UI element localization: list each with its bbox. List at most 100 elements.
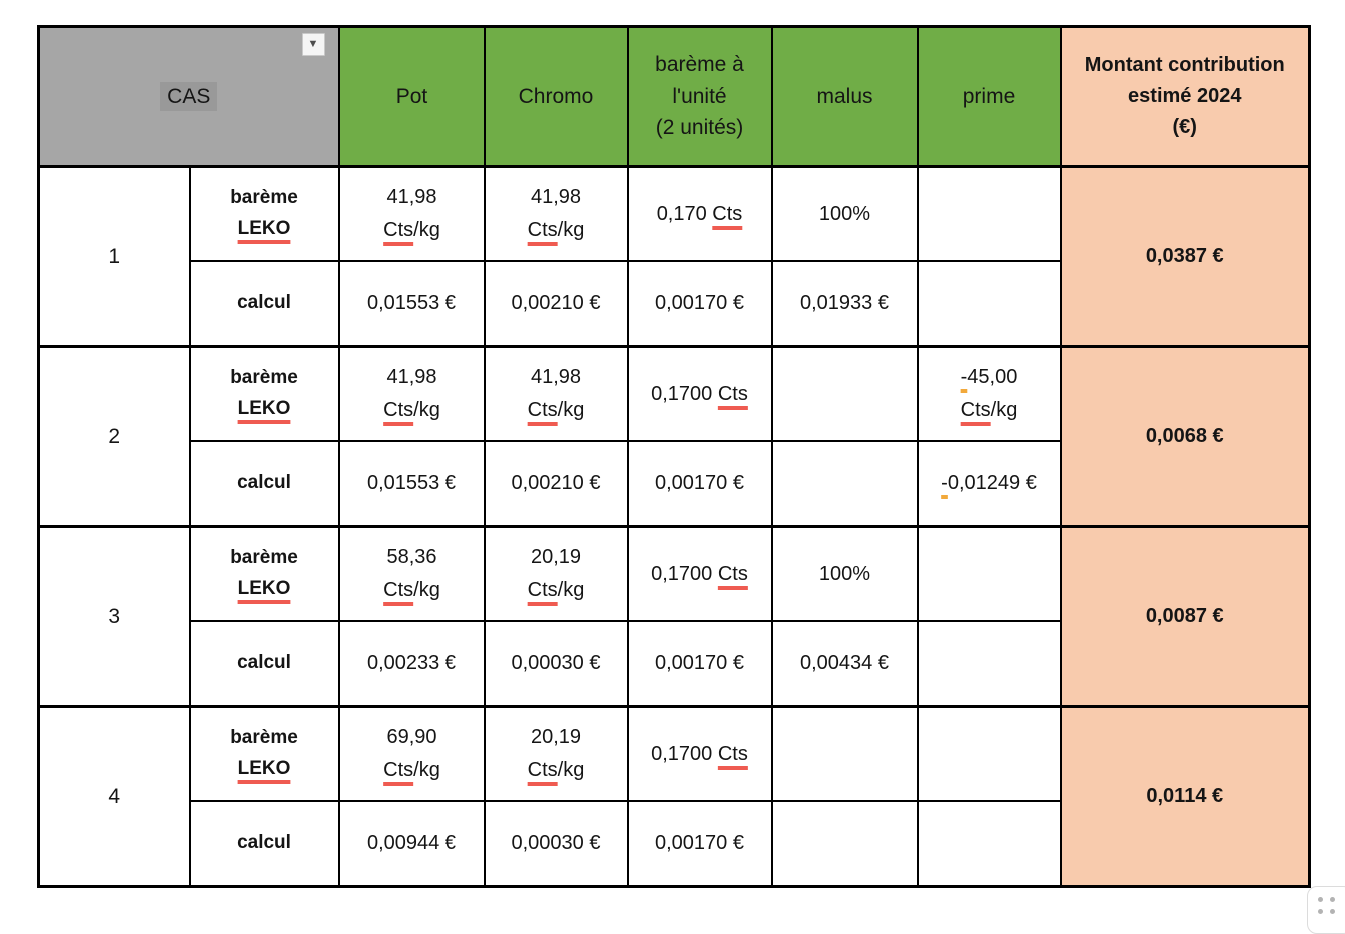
unit-underlined: Cts: [712, 202, 743, 225]
unit-underlined: Cts: [527, 758, 558, 781]
header-row: CAS ▼ Pot Chromo barème à l'unité (2 uni…: [37, 25, 1311, 168]
leko-label: LEKO: [237, 397, 291, 419]
case3-bareme-chromo: 20,19 Cts/kg: [483, 525, 629, 622]
unit-underlined: Cts: [383, 398, 414, 421]
case1-bareme-prime: [916, 165, 1062, 262]
value-line: 41,98: [386, 186, 437, 209]
row-label-calcul: calcul: [188, 439, 340, 528]
case4-calcul-chromo: 0,00030 €: [483, 799, 629, 888]
cas-label: CAS: [160, 81, 218, 111]
value-line: 20,19: [530, 726, 582, 749]
case1-calcul-row: calcul 0,01553 € 0,00210 € 0,00170 € 0,0…: [39, 259, 1310, 348]
value-pre: 0,1700: [651, 562, 718, 585]
row-label-calcul: calcul: [188, 259, 340, 348]
bareme-label: barème: [230, 366, 298, 388]
value-pre: 0,170: [656, 202, 713, 225]
case4-calcul-prime: [916, 799, 1062, 888]
case2-calcul-pot: 0,01553 €: [337, 439, 486, 528]
case-number: 3: [37, 525, 191, 708]
table-handle-button[interactable]: [1307, 886, 1345, 934]
value-pre: 0,1700: [651, 382, 718, 405]
case3-bareme-row: 3 barème LEKO 58,36 Cts/kg 20,19 Cts/kg …: [37, 525, 1311, 708]
unit-rest: /kg: [413, 398, 440, 421]
dots-grid-icon: [1318, 897, 1345, 914]
row-label-bareme-leko: barème LEKO: [188, 165, 340, 262]
unit-underlined: Cts: [527, 398, 558, 421]
contribution-table: CAS ▼ Pot Chromo barème à l'unité (2 uni…: [37, 25, 1311, 888]
case1-bareme-pot: 41,98 Cts/kg: [337, 165, 486, 262]
unit-underlined: Cts: [717, 382, 748, 405]
row-label-calcul: calcul: [188, 619, 340, 708]
case3-bareme-prime: [916, 525, 1062, 622]
unit-rest: /kg: [557, 758, 585, 781]
bareme-label: barème: [230, 546, 298, 568]
negative-sign-underlined: -: [960, 366, 968, 389]
unit-rest: /kg: [413, 578, 440, 601]
value-line: 20,19: [530, 546, 582, 569]
case1-bareme-row: 1 barème LEKO 41,98 Cts/kg 41,98 Cts/kg …: [37, 165, 1311, 348]
case3-calcul-chromo: 0,00030 €: [483, 619, 629, 708]
unit-rest: /kg: [413, 218, 440, 241]
case2-bareme-pot: 41,98 Cts/kg: [337, 345, 486, 442]
value-line: 41,98: [530, 366, 582, 389]
case2-calcul-prime: -0,01249 €: [916, 439, 1062, 528]
value-line: 41,98: [386, 366, 437, 389]
bareme-label: barème: [230, 186, 298, 208]
unit-underlined: Cts: [527, 578, 558, 601]
value-line: 45,00: [967, 366, 1018, 389]
case4-bareme-unite: 0,1700 Cts: [626, 705, 773, 802]
header-montant: Montant contribution estimé 2024 (€): [1059, 25, 1311, 168]
row-label-bareme-leko: barème LEKO: [188, 345, 340, 442]
case1-calcul-unite: 0,00170 €: [626, 259, 773, 348]
case3-bareme-unite: 0,1700 Cts: [626, 525, 773, 622]
case4-montant: 0,0114 €: [1059, 705, 1311, 888]
case1-montant: 0,0387 €: [1059, 165, 1311, 348]
unit-underlined: Cts: [383, 758, 414, 781]
case2-bareme-unite: 0,1700 Cts: [626, 345, 773, 442]
leko-label: LEKO: [237, 577, 291, 599]
unit-underlined: Cts: [717, 742, 748, 765]
case2-bareme-chromo: 41,98 Cts/kg: [483, 345, 629, 442]
filter-dropdown-button[interactable]: ▼: [301, 33, 325, 56]
case4-bareme-prime: [916, 705, 1062, 802]
unit-underlined: Cts: [383, 578, 414, 601]
unit-rest: /kg: [557, 398, 585, 421]
case3-montant: 0,0087 €: [1059, 525, 1311, 708]
row-label-bareme-leko: barème LEKO: [188, 705, 340, 802]
case1-calcul-malus: 0,01933 €: [770, 259, 919, 348]
case2-bareme-row: 2 barème LEKO 41,98 Cts/kg 41,98 Cts/kg …: [37, 345, 1311, 528]
header-chromo: Chromo: [483, 25, 629, 168]
case3-calcul-pot: 0,00233 €: [337, 619, 486, 708]
case3-calcul-prime: [916, 619, 1062, 708]
header-bareme-unite: barème à l'unité (2 unités): [626, 25, 773, 168]
case2-calcul-unite: 0,00170 €: [626, 439, 773, 528]
dot: [1330, 909, 1335, 914]
unit-underlined: Cts: [717, 562, 748, 585]
case1-bareme-chromo: 41,98 Cts/kg: [483, 165, 629, 262]
case3-calcul-unite: 0,00170 €: [626, 619, 773, 708]
chevron-down-icon: ▼: [307, 38, 319, 50]
value-pre: 0,1700: [651, 742, 718, 765]
header-pot: Pot: [337, 25, 486, 168]
row-label-calcul: calcul: [188, 799, 340, 888]
value-line: 58,36: [386, 546, 437, 569]
case2-bareme-prime: -45,00 Cts/kg: [916, 345, 1062, 442]
value-rest: 0,01249 €: [947, 472, 1037, 495]
case1-calcul-chromo: 0,00210 €: [483, 259, 629, 348]
cas-header-cell: CAS ▼: [37, 25, 340, 168]
unit-underlined: Cts: [527, 218, 558, 241]
negative-sign-underlined: -: [941, 472, 948, 495]
value-line: 69,90: [386, 726, 437, 749]
header-malus: malus: [770, 25, 919, 168]
dot: [1318, 909, 1323, 914]
case4-bareme-pot: 69,90 Cts/kg: [337, 705, 486, 802]
case4-calcul-malus: [770, 799, 919, 888]
case2-calcul-row: calcul 0,01553 € 0,00210 € 0,00170 € -0,…: [39, 439, 1310, 528]
case4-bareme-chromo: 20,19 Cts/kg: [483, 705, 629, 802]
case1-calcul-pot: 0,01553 €: [337, 259, 486, 348]
unit-rest: /kg: [990, 398, 1018, 421]
bareme-label: barème: [230, 726, 298, 748]
case-number: 2: [37, 345, 191, 528]
case2-calcul-chromo: 0,00210 €: [483, 439, 629, 528]
case-number: 4: [37, 705, 191, 888]
